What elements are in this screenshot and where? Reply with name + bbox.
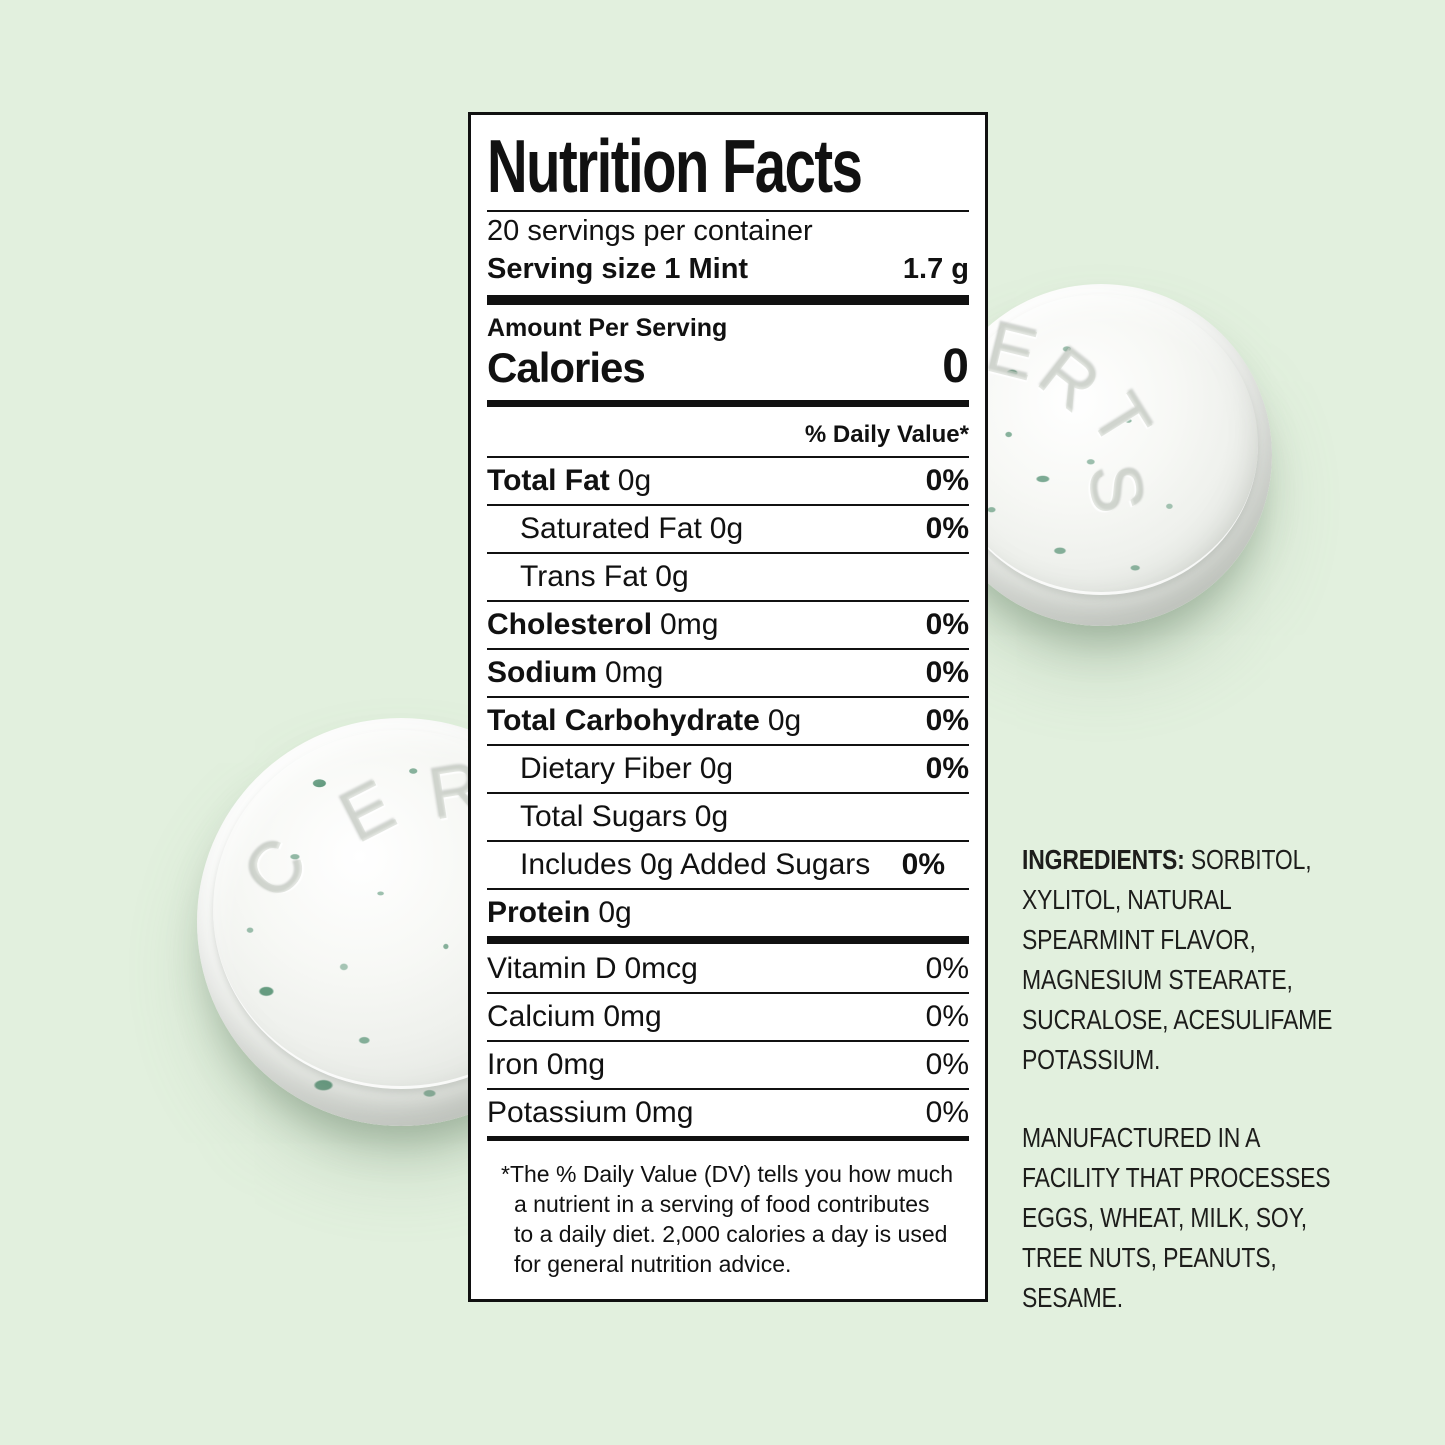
ingredients-line: XYLITOL, NATURAL <box>1022 884 1232 915</box>
nutrient-dv: 0% <box>925 1000 969 1034</box>
mint-embossed-letter: T <box>1073 380 1166 461</box>
nutrient-row-dietary-fiber: Dietary Fiber 0g 0% <box>487 746 969 795</box>
allergen-line: FACILITY THAT PROCESSES <box>1022 1162 1331 1193</box>
ingredients-line: SORBITOL, <box>1190 844 1312 875</box>
thick-divider <box>487 936 969 945</box>
nutrient-dv: 0% <box>925 752 969 786</box>
serving-size-label: Serving size 1 Mint <box>487 253 749 286</box>
vitamin-row-iron: Iron 0mg 0% <box>487 1042 969 1091</box>
ingredients-heading: INGREDIENTS: <box>1022 844 1185 875</box>
footnote-line: for general nutrition advice. <box>514 1251 792 1278</box>
nutrient-row-saturated-fat: Saturated Fat 0g 0% <box>487 506 969 555</box>
divider <box>487 210 969 213</box>
nutrient-dv: 0% <box>901 848 945 882</box>
nutrient-name: Sodium <box>487 656 597 690</box>
allergen-line: MANUFACTURED IN A <box>1022 1122 1261 1153</box>
nutrient-name: Calcium <box>487 1000 596 1034</box>
serving-size-value: 1.7 g <box>902 253 969 286</box>
nutrient-row-trans-fat: Trans Fat 0g <box>487 554 969 603</box>
ingredients-line: SPEARMINT FLAVOR, <box>1022 924 1256 955</box>
mint-embossed-letter: C <box>228 823 324 916</box>
nutrient-name: Saturated Fat <box>520 512 702 546</box>
nutrient-amount: 0mg <box>546 1048 606 1082</box>
nutrient-dv: 0% <box>925 464 969 498</box>
vitamin-row-potassium: Potassium 0mg 0% <box>487 1090 969 1136</box>
nutrient-amount: 0g <box>699 752 734 786</box>
vitamin-row-calcium: Calcium 0mg 0% <box>487 994 969 1043</box>
footnote-line: to a daily diet. 2,000 calories a day is… <box>514 1221 948 1248</box>
nutrient-name: Total Carbohydrate <box>487 704 760 738</box>
nutrient-name: Protein <box>487 896 591 930</box>
nutrient-dv: 0% <box>925 512 969 546</box>
nutrient-dv: 0% <box>925 1096 969 1130</box>
nutrient-name: Total Sugars <box>520 800 687 834</box>
nutrient-dv: 0% <box>925 704 969 738</box>
calories-row: Calories 0 <box>487 343 969 392</box>
medium-divider <box>487 1136 969 1142</box>
nutrient-name: Iron <box>487 1048 539 1082</box>
footnote-line: *The % Daily Value (DV) tells you how mu… <box>501 1161 954 1188</box>
calories-value: 0 <box>942 340 969 394</box>
mint-embossed-letter: E <box>979 307 1046 397</box>
medium-divider <box>487 400 969 408</box>
footnote-line: a nutrient in a serving of food contribu… <box>514 1191 930 1218</box>
nutrient-amount: 0mg <box>635 1096 694 1130</box>
daily-value-footnote: *The % Daily Value (DV) tells you how mu… <box>487 1159 969 1279</box>
nutrient-row-total-fat: Total Fat 0g 0% <box>487 458 969 507</box>
calories-label: Calories <box>487 344 646 392</box>
nutrient-amount: 0g <box>655 560 689 594</box>
daily-value-header: % Daily Value* <box>487 413 969 459</box>
nutrient-dv: 0% <box>925 608 969 642</box>
amount-per-serving: Amount Per Serving <box>487 314 728 343</box>
nutrient-name: Includes 0g Added Sugars <box>520 848 871 882</box>
thick-divider <box>487 295 969 306</box>
nutrient-amount: 0mcg <box>624 952 698 986</box>
mint-embossed-letter: E <box>328 765 408 859</box>
nutrient-row-total-carbohydrate: Total Carbohydrate 0g 0% <box>487 698 969 747</box>
nutrient-row-protein: Protein 0g <box>487 890 969 936</box>
serving-size-row: Serving size 1 Mint 1.7 g <box>487 250 969 288</box>
nutrient-name: Trans Fat <box>520 560 648 594</box>
allergen-text: MANUFACTURED IN A FACILITY THAT PROCESSE… <box>1022 1118 1416 1318</box>
ingredients-line: POTASSIUM. <box>1022 1044 1161 1075</box>
nutrient-amount: 0g <box>767 704 802 738</box>
ingredients-line: SUCRALOSE, ACESULIFAME <box>1022 1004 1333 1035</box>
nutrient-amount: 0g <box>709 512 744 546</box>
nutrient-amount: 0g <box>598 896 632 930</box>
allergen-line: TREE NUTS, PEANUTS, <box>1022 1242 1277 1273</box>
vitamin-row-vitamin-d: Vitamin D 0mcg 0% <box>487 946 969 995</box>
nutrient-row-added-sugars: Includes 0g Added Sugars 0% <box>487 842 969 891</box>
nutrition-facts-label: Nutrition Facts 20 servings per containe… <box>468 112 988 1302</box>
label-title: Nutrition Facts <box>487 124 863 208</box>
nutrient-amount: 0g <box>694 800 729 834</box>
nutrient-dv: 0% <box>925 656 969 690</box>
nutrient-name: Cholesterol <box>487 608 653 642</box>
nutrient-row-sodium: Sodium 0mg 0% <box>487 650 969 699</box>
allergen-line: SESAME. <box>1022 1282 1123 1313</box>
nutrient-dv: 0% <box>925 1048 969 1082</box>
mint-embossed-letter: S <box>1071 459 1158 519</box>
nutrient-amount: 0mg <box>605 656 664 690</box>
nutrient-name: Vitamin D <box>487 952 617 986</box>
mint-embossed-letter: R <box>1023 332 1114 428</box>
nutrient-name: Total Fat <box>487 464 610 498</box>
nutrient-dv: 0% <box>925 952 969 986</box>
nutrient-amount: 0mg <box>660 608 719 642</box>
nutrient-row-cholesterol: Cholesterol 0mg 0% <box>487 602 969 651</box>
servings-per-container: 20 servings per container <box>487 215 813 248</box>
ingredients-text: INGREDIENTS: SORBITOL, XYLITOL, NATURAL … <box>1022 840 1416 1080</box>
nutrient-amount: 0mg <box>603 1000 662 1034</box>
nutrient-amount: 0g <box>617 464 652 498</box>
ingredients-line: MAGNESIUM STEARATE, <box>1022 964 1293 995</box>
allergen-line: EGGS, WHEAT, MILK, SOY, <box>1022 1202 1308 1233</box>
nutrient-name: Potassium <box>487 1096 628 1130</box>
nutrient-row-total-sugars: Total Sugars 0g <box>487 794 969 843</box>
nutrient-name: Dietary Fiber <box>520 752 692 786</box>
